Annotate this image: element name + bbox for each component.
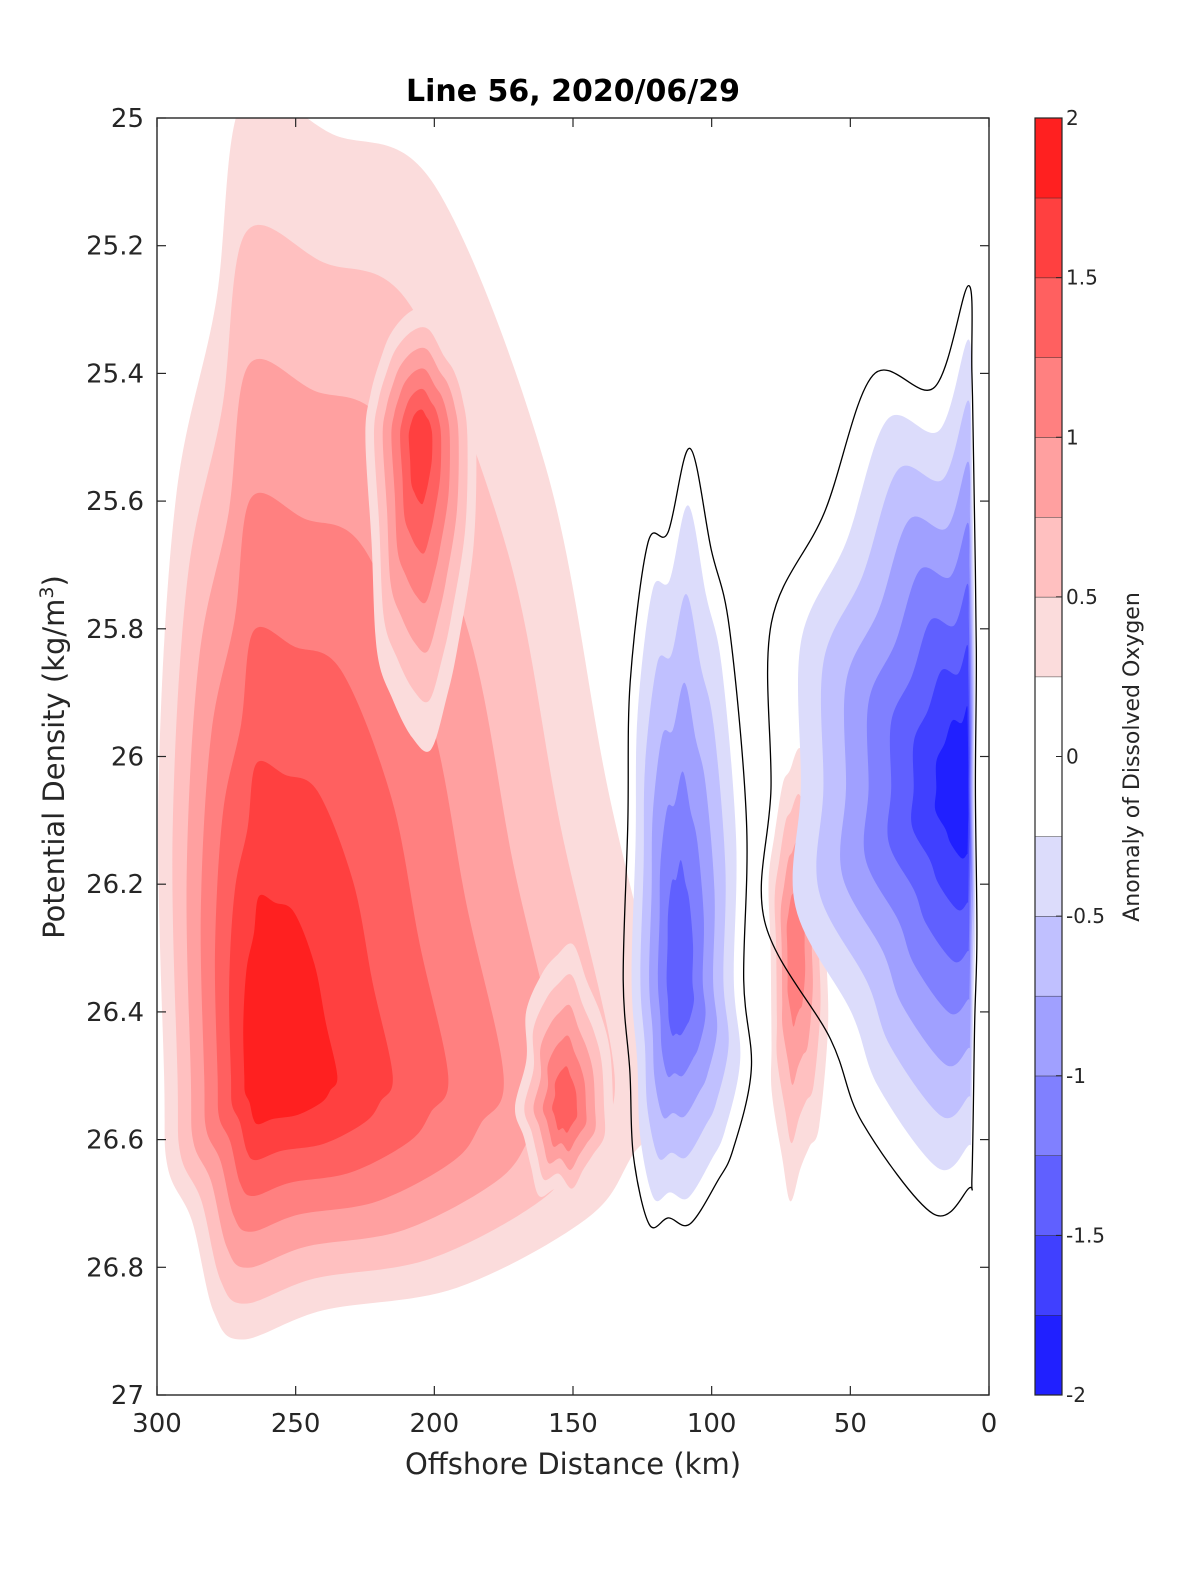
colorbar-tick-label: -1 bbox=[1066, 1064, 1086, 1088]
y-tick-label: 26.8 bbox=[86, 1253, 144, 1283]
x-axis: 300 250 200 150 100 50 0 bbox=[132, 118, 997, 1439]
x-tick-label: 0 bbox=[981, 1409, 998, 1439]
colorbar-title: Anomaly of Dissolved Oxygen bbox=[1120, 592, 1145, 922]
contour-band bbox=[552, 1066, 578, 1133]
y-axis-title-sup: 3 bbox=[36, 586, 58, 598]
colorbar-tick-label: 0.5 bbox=[1066, 585, 1098, 609]
y-tick-label: 26 bbox=[111, 743, 144, 773]
colorbar-band bbox=[1035, 118, 1062, 198]
x-tick-label: 300 bbox=[132, 1409, 182, 1439]
colorbar-band bbox=[1035, 1315, 1062, 1395]
colorbar-tick-label: 2 bbox=[1066, 106, 1079, 130]
colorbar-band bbox=[1035, 517, 1062, 597]
chart-title: Line 56, 2020/06/29 bbox=[406, 74, 740, 109]
x-tick-label: 100 bbox=[687, 1409, 737, 1439]
contour-band bbox=[243, 894, 338, 1125]
colorbar-tick-label: 0 bbox=[1066, 745, 1079, 769]
colorbar-tick-label: -1.5 bbox=[1066, 1223, 1105, 1247]
contour-band bbox=[666, 860, 695, 1036]
colorbar-band bbox=[1035, 437, 1062, 518]
y-tick-label: 27 bbox=[111, 1381, 144, 1411]
colorbar-tick-label: -2 bbox=[1066, 1383, 1086, 1407]
y-tick-label: 25.6 bbox=[86, 487, 144, 517]
y-tick-label: 25.4 bbox=[86, 359, 144, 389]
colorbar-band bbox=[1035, 357, 1062, 438]
colorbar-band bbox=[1035, 1155, 1062, 1236]
y-axis-title: Potential Density (kg/m3) bbox=[36, 575, 71, 939]
x-tick-label: 50 bbox=[834, 1409, 867, 1439]
y-axis: 25 25.2 25.4 25.6 25.8 26 26.2 26.4 26.6 26.8 27 bbox=[86, 104, 989, 1411]
y-tick-label: 25 bbox=[111, 104, 144, 134]
colorbar-band bbox=[1035, 1075, 1062, 1156]
y-axis-title-main: Potential Density (kg/m bbox=[37, 599, 71, 939]
y-tick-label: 26.6 bbox=[86, 1126, 144, 1156]
y-tick-label: 25.2 bbox=[86, 232, 144, 262]
x-axis-title: Offshore Distance (km) bbox=[405, 1447, 741, 1481]
x-tick-label: 200 bbox=[410, 1409, 460, 1439]
colorbar-tick-label: -0.5 bbox=[1066, 904, 1105, 928]
colorbar: -2 -1.5 -1 -0.5 0 0.5 1 1.5 2 bbox=[1034, 106, 1105, 1407]
zero-contour-line bbox=[622, 447, 753, 1229]
colorbar-band bbox=[1035, 916, 1062, 996]
y-tick-label: 26.4 bbox=[86, 998, 144, 1028]
colorbar-band bbox=[1035, 197, 1062, 278]
colorbar-band bbox=[1035, 277, 1062, 358]
y-tick-label: 25.8 bbox=[86, 615, 144, 645]
colorbar-band bbox=[1035, 836, 1062, 917]
colorbar-band bbox=[1035, 596, 1062, 677]
x-tick-label: 150 bbox=[548, 1409, 598, 1439]
colorbar-tick-label: 1.5 bbox=[1066, 266, 1098, 290]
y-axis-title-close: ) bbox=[37, 575, 71, 586]
zero-contour-layer bbox=[622, 285, 978, 1229]
y-tick-label: 26.2 bbox=[86, 870, 144, 900]
colorbar-band bbox=[1035, 995, 1062, 1076]
contour-band bbox=[408, 409, 433, 505]
x-tick-label: 250 bbox=[271, 1409, 321, 1439]
zero-contour-line bbox=[760, 285, 978, 1217]
colorbar-band bbox=[1035, 1235, 1062, 1316]
colorbar-tick-label: 1 bbox=[1066, 425, 1079, 449]
contour-band bbox=[934, 705, 969, 859]
contour-layer bbox=[158, 118, 976, 1340]
